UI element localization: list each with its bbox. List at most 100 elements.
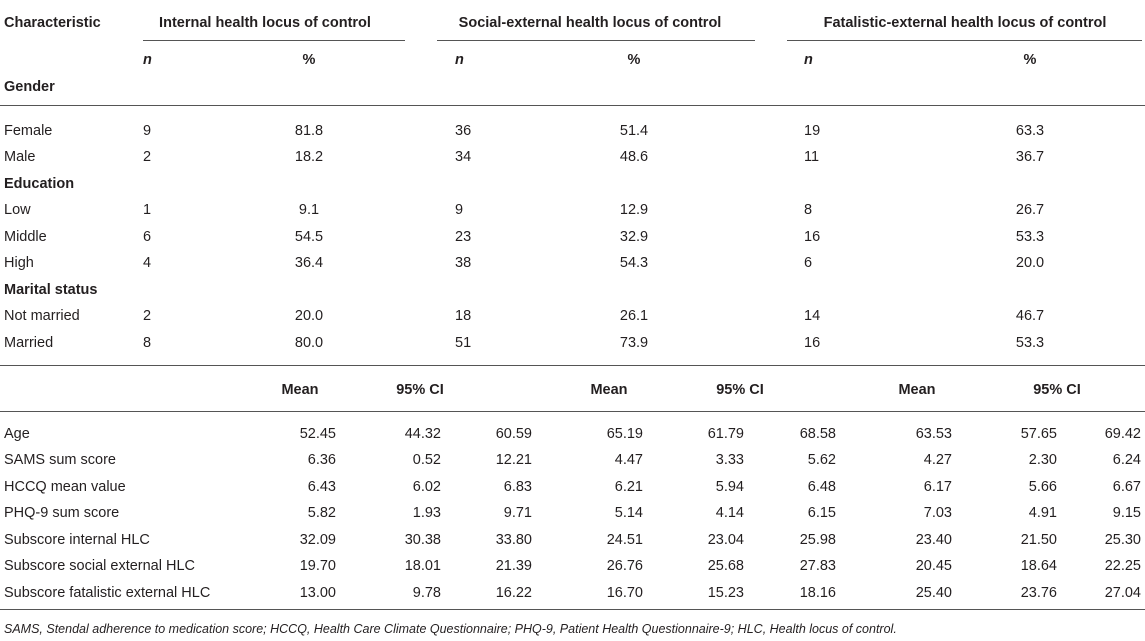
row-label: HCCQ mean value: [4, 479, 126, 495]
ci-lower-cell: 57.65: [1020, 426, 1057, 442]
ci-upper-cell: 6.83: [503, 479, 532, 495]
ci-lower-cell: 23.04: [707, 532, 744, 548]
mean-cell: 5.82: [307, 505, 336, 521]
percent-cell: 54.5: [294, 229, 324, 245]
percent-cell: 9.1: [298, 202, 320, 218]
count-cell: 2: [143, 308, 152, 324]
group-header-social-external: Social-external health locus of control: [458, 15, 722, 31]
ci-upper-cell: 60.59: [495, 426, 532, 442]
percent-cell: 51.4: [619, 123, 649, 139]
n-header-fatalistic: n: [804, 52, 813, 68]
count-cell: 6: [143, 229, 152, 245]
mean-cell: 52.45: [299, 426, 336, 442]
mean-cell: 24.51: [606, 532, 643, 548]
mean-cell: 7.03: [923, 505, 952, 521]
ci-lower-cell: 2.30: [1028, 452, 1057, 468]
count-cell: 11: [804, 149, 820, 165]
mean-header-social: Mean: [590, 382, 628, 398]
ci-upper-cell: 21.39: [495, 558, 532, 574]
ci-upper-cell: 9.71: [503, 505, 532, 521]
mean-cell: 20.45: [915, 558, 952, 574]
ci-upper-cell: 33.80: [495, 532, 532, 548]
row-label: Married: [4, 335, 54, 351]
table-bottom-rule: [0, 609, 1145, 610]
mean-cell: 26.76: [606, 558, 643, 574]
section-heading: Marital status: [4, 282, 98, 298]
ci-lower-cell: 30.38: [404, 532, 441, 548]
count-cell: 16: [804, 229, 821, 245]
percent-cell: 26.1: [619, 308, 649, 324]
ci-lower-cell: 4.91: [1028, 505, 1057, 521]
mean-cell: 6.43: [307, 479, 336, 495]
count-cell: 36: [455, 123, 472, 139]
ci-header-social: 95% CI: [716, 382, 764, 398]
ci-upper-cell: 6.15: [807, 505, 836, 521]
table-footnote: SAMS, Stendal adherence to medication sc…: [4, 622, 897, 636]
row-label: Male: [4, 149, 36, 165]
mean-cell: 65.19: [606, 426, 643, 442]
row-label: Subscore fatalistic external HLC: [4, 585, 211, 601]
percent-cell: 53.3: [1015, 335, 1045, 351]
percent-cell: 36.4: [294, 255, 324, 271]
ci-lower-cell: 9.78: [412, 585, 441, 601]
mean-cell: 25.40: [915, 585, 952, 601]
count-cell: 8: [804, 202, 813, 218]
ci-lower-cell: 6.02: [412, 479, 441, 495]
group-header-internal: Internal health locus of control: [159, 15, 371, 31]
ci-upper-cell: 68.58: [799, 426, 836, 442]
percent-cell: 36.7: [1015, 149, 1045, 165]
mean-cell: 19.70: [299, 558, 336, 574]
count-cell: 18: [455, 308, 472, 324]
percent-cell: 63.3: [1015, 123, 1045, 139]
percent-cell: 73.9: [619, 335, 649, 351]
header-bottom-rule: [0, 105, 1145, 106]
ci-upper-cell: 16.22: [495, 585, 532, 601]
percent-cell: 12.9: [619, 202, 649, 218]
ci-upper-cell: 18.16: [799, 585, 836, 601]
percent-cell: 81.8: [294, 123, 324, 139]
characteristic-header: Characteristic: [4, 15, 101, 31]
ci-upper-cell: 25.30: [1104, 532, 1141, 548]
count-cell: 14: [804, 308, 821, 324]
percent-cell: 48.6: [619, 149, 649, 165]
mean-header-internal: Mean: [281, 382, 319, 398]
count-cell: 34: [455, 149, 472, 165]
ci-upper-cell: 6.67: [1112, 479, 1141, 495]
ci-lower-cell: 5.66: [1028, 479, 1057, 495]
row-label: Middle: [4, 229, 47, 245]
ci-lower-cell: 61.79: [707, 426, 744, 442]
ci-upper-cell: 25.98: [799, 532, 836, 548]
section-divider-rule: [0, 365, 1145, 366]
mean-header-fatalistic: Mean: [898, 382, 936, 398]
row-label: Female: [4, 123, 53, 139]
mean-cell: 5.14: [614, 505, 643, 521]
ci-lower-cell: 25.68: [707, 558, 744, 574]
ci-upper-cell: 27.83: [799, 558, 836, 574]
cont-header-rule: [0, 411, 1145, 412]
ci-upper-cell: 69.42: [1104, 426, 1141, 442]
row-label: Subscore internal HLC: [4, 532, 150, 548]
count-cell: 8: [143, 335, 152, 351]
count-cell: 1: [143, 202, 152, 218]
pct-header-fatalistic: %: [1023, 52, 1037, 68]
percent-cell: 32.9: [619, 229, 649, 245]
group-underline-internal: [143, 40, 405, 41]
mean-cell: 16.70: [606, 585, 643, 601]
mean-cell: 4.27: [923, 452, 952, 468]
row-label: High: [4, 255, 34, 271]
percent-cell: 80.0: [294, 335, 324, 351]
ci-lower-cell: 44.32: [404, 426, 441, 442]
ci-header-fatalistic: 95% CI: [1033, 382, 1081, 398]
ci-upper-cell: 22.25: [1104, 558, 1141, 574]
mean-cell: 63.53: [915, 426, 952, 442]
count-cell: 23: [455, 229, 472, 245]
count-cell: 4: [143, 255, 152, 271]
mean-cell: 6.21: [614, 479, 643, 495]
group-underline-fatalistic: [787, 40, 1142, 41]
ci-lower-cell: 15.23: [707, 585, 744, 601]
ci-lower-cell: 0.52: [412, 452, 441, 468]
ci-lower-cell: 18.01: [404, 558, 441, 574]
ci-upper-cell: 12.21: [495, 452, 532, 468]
count-cell: 38: [455, 255, 472, 271]
